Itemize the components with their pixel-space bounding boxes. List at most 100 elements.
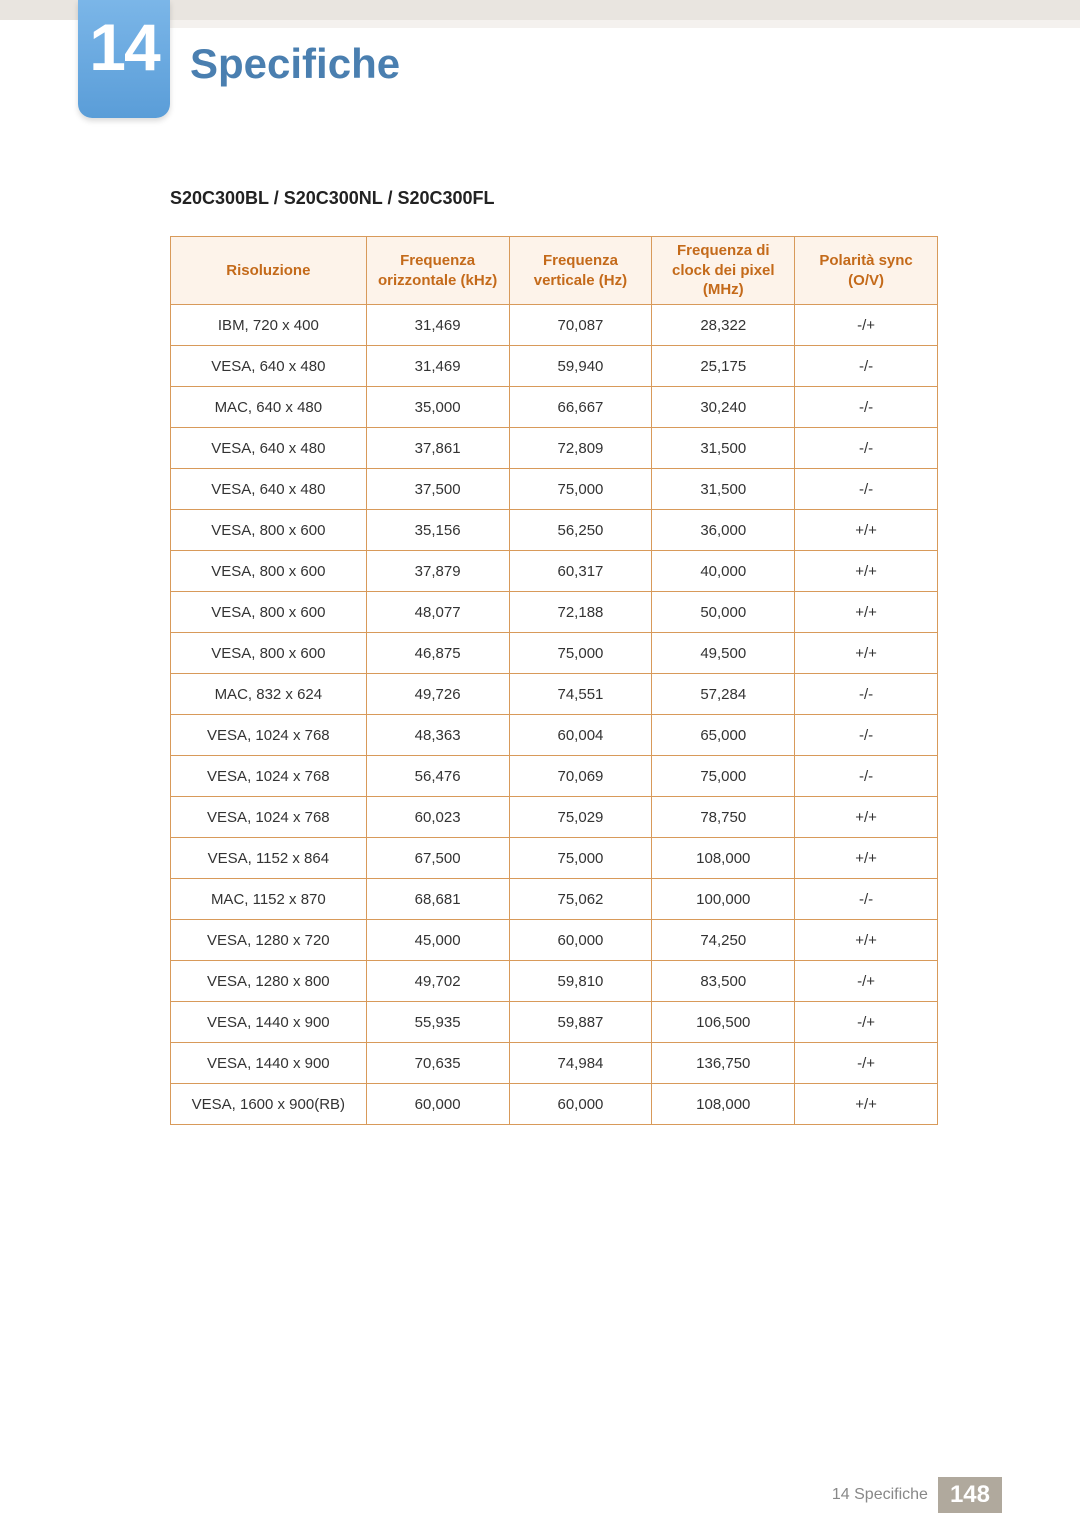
table-cell: -/-: [795, 428, 938, 469]
table-cell: VESA, 1440 x 900: [171, 1043, 367, 1084]
table-row: VESA, 640 x 48031,46959,94025,175-/-: [171, 346, 938, 387]
table-cell: 108,000: [652, 1084, 795, 1125]
table-row: VESA, 1152 x 86467,50075,000108,000+/+: [171, 838, 938, 879]
table-cell: VESA, 800 x 600: [171, 592, 367, 633]
table-cell: 56,476: [366, 756, 509, 797]
table-cell: -/-: [795, 469, 938, 510]
table-cell: -/+: [795, 1043, 938, 1084]
table-cell: +/+: [795, 1084, 938, 1125]
table-cell: 37,500: [366, 469, 509, 510]
table-cell: VESA, 1024 x 768: [171, 715, 367, 756]
footer-bar: 14 Specifiche 148: [832, 1477, 1002, 1513]
table-cell: 66,667: [509, 387, 652, 428]
table-cell: VESA, 1440 x 900: [171, 1002, 367, 1043]
footer-page-number: 148: [938, 1477, 1002, 1513]
table-cell: 67,500: [366, 838, 509, 879]
table-cell: 45,000: [366, 920, 509, 961]
table-cell: 136,750: [652, 1043, 795, 1084]
table-cell: 31,469: [366, 346, 509, 387]
table-cell: MAC, 832 x 624: [171, 674, 367, 715]
table-cell: 108,000: [652, 838, 795, 879]
table-cell: 30,240: [652, 387, 795, 428]
table-cell: 37,879: [366, 551, 509, 592]
table-cell: 59,887: [509, 1002, 652, 1043]
table-row: MAC, 640 x 48035,00066,66730,240-/-: [171, 387, 938, 428]
footer-label: 14 Specifiche: [832, 1486, 928, 1504]
table-cell: +/+: [795, 920, 938, 961]
chapter-title: Specifiche: [190, 40, 400, 88]
table-cell: -/-: [795, 756, 938, 797]
table-row: VESA, 1440 x 90070,63574,984136,750-/+: [171, 1043, 938, 1084]
table-row: MAC, 832 x 62449,72674,55157,284-/-: [171, 674, 938, 715]
table-cell: 35,156: [366, 510, 509, 551]
table-cell: 49,702: [366, 961, 509, 1002]
col-header-hfreq: Frequenza orizzontale (kHz): [366, 237, 509, 305]
table-cell: 68,681: [366, 879, 509, 920]
table-cell: 37,861: [366, 428, 509, 469]
table-cell: 35,000: [366, 387, 509, 428]
table-cell: VESA, 1280 x 720: [171, 920, 367, 961]
table-cell: VESA, 800 x 600: [171, 551, 367, 592]
table-cell: -/-: [795, 346, 938, 387]
table-header-row: Risoluzione Frequenza orizzontale (kHz) …: [171, 237, 938, 305]
table-cell: 74,250: [652, 920, 795, 961]
table-cell: 70,069: [509, 756, 652, 797]
table-cell: +/+: [795, 797, 938, 838]
table-cell: VESA, 800 x 600: [171, 510, 367, 551]
table-cell: 46,875: [366, 633, 509, 674]
table-cell: -/-: [795, 879, 938, 920]
table-cell: 48,363: [366, 715, 509, 756]
table-cell: 75,029: [509, 797, 652, 838]
table-cell: MAC, 1152 x 870: [171, 879, 367, 920]
table-cell: 60,000: [509, 1084, 652, 1125]
table-row: VESA, 1440 x 90055,93559,887106,500-/+: [171, 1002, 938, 1043]
table-row: VESA, 800 x 60046,87575,00049,500+/+: [171, 633, 938, 674]
table-cell: 74,984: [509, 1043, 652, 1084]
table-cell: 83,500: [652, 961, 795, 1002]
table-cell: 72,809: [509, 428, 652, 469]
table-cell: 60,317: [509, 551, 652, 592]
table-cell: VESA, 1280 x 800: [171, 961, 367, 1002]
table-cell: 59,810: [509, 961, 652, 1002]
table-cell: VESA, 1024 x 768: [171, 797, 367, 838]
table-cell: -/+: [795, 305, 938, 346]
table-cell: 72,188: [509, 592, 652, 633]
top-band-inner: [170, 20, 1080, 28]
table-cell: 31,500: [652, 469, 795, 510]
table-cell: +/+: [795, 633, 938, 674]
table-cell: VESA, 1024 x 768: [171, 756, 367, 797]
table-cell: 60,000: [509, 920, 652, 961]
col-header-polarity: Polarità sync (O/V): [795, 237, 938, 305]
col-header-resolution: Risoluzione: [171, 237, 367, 305]
table-row: MAC, 1152 x 87068,68175,062100,000-/-: [171, 879, 938, 920]
table-cell: 49,500: [652, 633, 795, 674]
table-cell: -/-: [795, 387, 938, 428]
table-cell: -/+: [795, 961, 938, 1002]
table-cell: 55,935: [366, 1002, 509, 1043]
table-row: IBM, 720 x 40031,46970,08728,322-/+: [171, 305, 938, 346]
table-row: VESA, 1280 x 72045,00060,00074,250+/+: [171, 920, 938, 961]
table-cell: 50,000: [652, 592, 795, 633]
table-row: VESA, 1280 x 80049,70259,81083,500-/+: [171, 961, 938, 1002]
table-cell: VESA, 800 x 600: [171, 633, 367, 674]
table-cell: 31,469: [366, 305, 509, 346]
table-cell: +/+: [795, 592, 938, 633]
table-cell: +/+: [795, 551, 938, 592]
table-cell: 59,940: [509, 346, 652, 387]
table-row: VESA, 1600 x 900(RB)60,00060,000108,000+…: [171, 1084, 938, 1125]
table-row: VESA, 640 x 48037,50075,00031,500-/-: [171, 469, 938, 510]
table-cell: 40,000: [652, 551, 795, 592]
table-cell: 48,077: [366, 592, 509, 633]
table-cell: 75,062: [509, 879, 652, 920]
table-cell: VESA, 640 x 480: [171, 346, 367, 387]
chapter-number: 14: [78, 14, 170, 80]
table-cell: 75,000: [652, 756, 795, 797]
table-cell: 31,500: [652, 428, 795, 469]
table-cell: 57,284: [652, 674, 795, 715]
table-cell: 75,000: [509, 469, 652, 510]
table-cell: MAC, 640 x 480: [171, 387, 367, 428]
table-row: VESA, 800 x 60037,87960,31740,000+/+: [171, 551, 938, 592]
model-heading: S20C300BL / S20C300NL / S20C300FL: [170, 188, 495, 209]
table-row: VESA, 800 x 60048,07772,18850,000+/+: [171, 592, 938, 633]
col-header-vfreq: Frequenza verticale (Hz): [509, 237, 652, 305]
